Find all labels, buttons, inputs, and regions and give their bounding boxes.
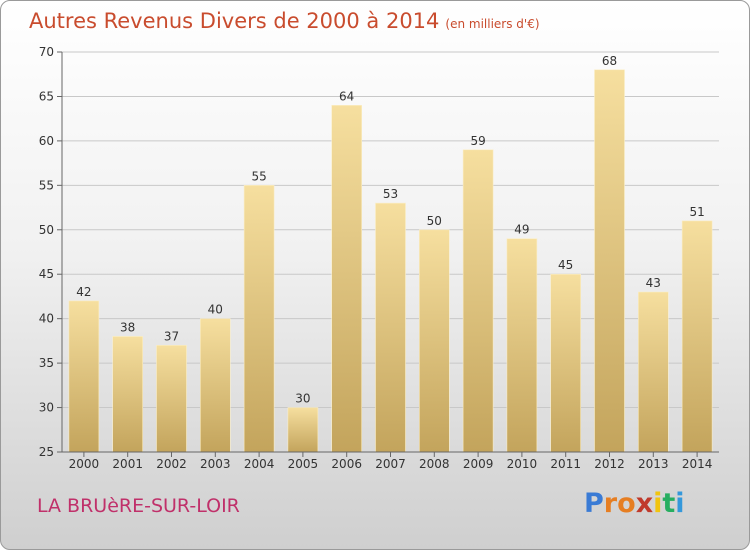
bar-value-label: 50 xyxy=(427,214,442,228)
x-tick-label: 2006 xyxy=(331,457,362,471)
logo-letter: i xyxy=(653,488,663,519)
bar xyxy=(287,407,319,453)
y-tick-label: 35 xyxy=(39,356,54,370)
x-tick-label: 2010 xyxy=(507,457,538,471)
x-tick-label: 2000 xyxy=(69,457,100,471)
bar xyxy=(637,291,669,453)
x-tick-label: 2005 xyxy=(288,457,319,471)
y-tick-label: 30 xyxy=(39,401,54,415)
bar-value-label: 64 xyxy=(339,89,354,103)
bar xyxy=(462,149,494,453)
bar-value-label: 45 xyxy=(558,258,573,272)
logo-letter: x xyxy=(635,488,654,519)
bar-value-label: 59 xyxy=(470,134,485,148)
bars: 42 38 37 40 55 30 64 53 50 59 49 45 68 43 51 xyxy=(68,54,713,453)
bar xyxy=(68,300,100,453)
bar-value-label: 68 xyxy=(602,54,617,68)
bar xyxy=(594,69,625,453)
bar-value-label: 40 xyxy=(208,303,223,317)
x-tick-label: 2014 xyxy=(682,457,713,471)
x-tick-label: 2007 xyxy=(375,457,406,471)
y-tick-label: 55 xyxy=(39,178,54,192)
bar-value-label: 53 xyxy=(383,187,398,201)
logo-letter: t xyxy=(662,488,676,519)
x-tick-label: 2003 xyxy=(200,457,231,471)
bar xyxy=(200,318,231,453)
bar-value-label: 42 xyxy=(76,285,91,299)
y-tick-label: 25 xyxy=(39,445,54,459)
y-tick-label: 60 xyxy=(39,134,54,148)
y-tick-label: 50 xyxy=(39,223,54,237)
bar-value-label: 51 xyxy=(689,205,704,219)
logo-letter: P xyxy=(584,488,604,519)
bar xyxy=(681,220,713,453)
x-tick-label: 2004 xyxy=(244,457,275,471)
bar xyxy=(550,273,582,453)
chart-unit: (en milliers d'€) xyxy=(445,17,540,31)
chart-title: Autres Revenus Divers de 2000 à 2014 (en … xyxy=(29,9,540,33)
x-tick-label: 2011 xyxy=(550,457,581,471)
x-tick-label: 2001 xyxy=(112,457,143,471)
y-tick-label: 65 xyxy=(39,89,54,103)
bar-value-label: 37 xyxy=(164,329,179,343)
y-tick-label: 40 xyxy=(39,312,54,326)
chart-title-text: Autres Revenus Divers de 2000 à 2014 xyxy=(29,9,440,33)
bar xyxy=(375,202,406,453)
logo-letter: o xyxy=(617,488,636,519)
bar xyxy=(331,105,363,453)
proxiti-logo: Proxiti xyxy=(584,488,685,519)
y-tick-label: 45 xyxy=(39,267,54,281)
x-tick-label: 2013 xyxy=(638,457,669,471)
logo-letter: i xyxy=(675,488,685,519)
bar-value-label: 43 xyxy=(646,276,661,290)
town-name: LA BRUèRE-SUR-LOIR xyxy=(37,495,240,517)
bar-value-label: 38 xyxy=(120,320,135,334)
bar xyxy=(156,345,187,453)
bar xyxy=(418,229,450,453)
bar xyxy=(506,238,538,453)
bar-value-label: 49 xyxy=(514,223,529,237)
x-tick-label: 2009 xyxy=(463,457,494,471)
x-tick-label: 2002 xyxy=(156,457,187,471)
x-tick-label: 2008 xyxy=(419,457,450,471)
bar-value-label: 55 xyxy=(251,169,266,183)
bar-value-label: 30 xyxy=(295,392,310,406)
bar xyxy=(243,185,275,453)
axes: 25 30 35 40 45 50 55 60 65 70 2000 2001 2002 2003 2004… xyxy=(39,45,719,471)
y-tick-label: 70 xyxy=(39,45,54,59)
bar xyxy=(112,336,143,453)
logo-letter: r xyxy=(603,488,618,519)
x-tick-label: 2012 xyxy=(594,457,625,471)
